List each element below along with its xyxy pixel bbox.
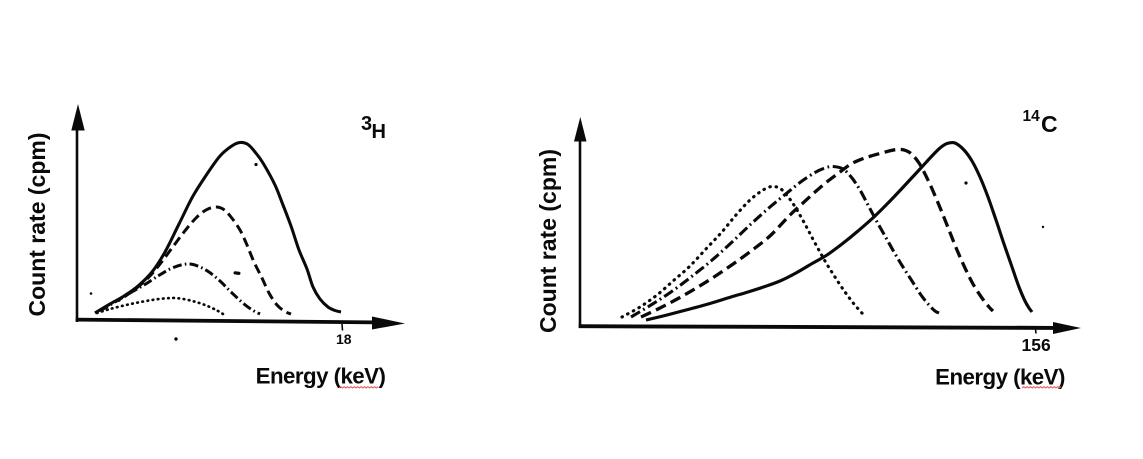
svg-text:Count rate (cpm): Count rate (cpm): [24, 133, 50, 317]
svg-text:Count rate (cpm): Count rate (cpm): [535, 149, 561, 333]
svg-text:Energy (keV): Energy (keV): [935, 365, 1065, 390]
svg-text:C: C: [1041, 111, 1058, 137]
svg-text:H: H: [372, 121, 386, 143]
svg-text:14: 14: [1023, 108, 1041, 125]
svg-text:18: 18: [336, 331, 352, 347]
svg-text:156: 156: [1022, 335, 1051, 355]
svg-text:3: 3: [361, 113, 372, 135]
svg-text:Energy (keV): Energy (keV): [256, 364, 386, 389]
